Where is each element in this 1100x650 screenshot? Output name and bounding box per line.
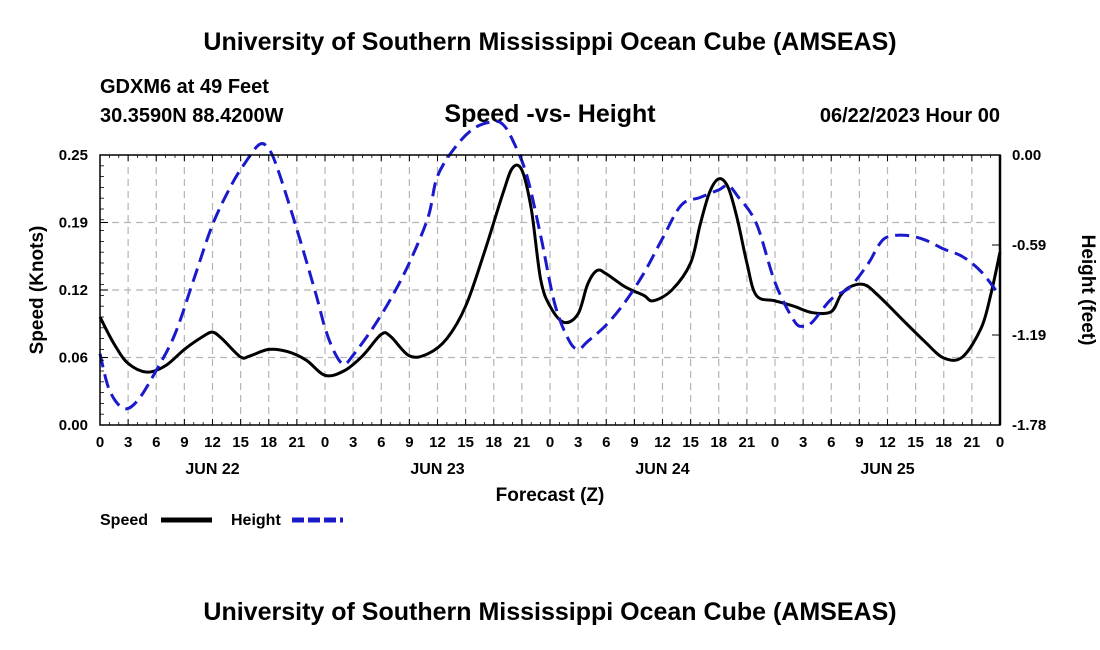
x-tick-label: 12 — [879, 434, 896, 451]
x-tick-label: 3 — [349, 434, 357, 451]
x-tick-label: 6 — [377, 434, 385, 451]
y2-tick-label: -0.59 — [1012, 237, 1046, 254]
day-label: JUN 24 — [635, 461, 689, 478]
y-tick-label: 0.25 — [59, 147, 88, 164]
x-tick-label: 0 — [321, 434, 329, 451]
x-tick-label: 9 — [180, 434, 188, 451]
y-tick-label: 0.06 — [59, 350, 88, 367]
x-axis-title: Forecast (Z) — [496, 485, 605, 506]
series-line-speed — [98, 163, 1002, 378]
x-tick-label: 18 — [935, 434, 952, 451]
series-layer — [98, 119, 1002, 411]
x-tick-label: 12 — [429, 434, 446, 451]
x-tick-label: 15 — [682, 434, 699, 451]
legend-speed-label: Speed — [100, 512, 148, 529]
x-tick-label: 21 — [964, 434, 981, 451]
x-tick-label: 12 — [204, 434, 221, 451]
x-tick-label: 15 — [457, 434, 474, 451]
footer-title: University of Southern Mississippi Ocean… — [203, 598, 897, 626]
x-tick-label: 21 — [514, 434, 531, 451]
x-tick-label: 18 — [260, 434, 277, 451]
x-tick-label: 15 — [232, 434, 249, 451]
x-tick-label: 3 — [574, 434, 582, 451]
x-tick-label: 21 — [739, 434, 756, 451]
x-tick-label: 9 — [630, 434, 638, 451]
y-tick-label: 0.12 — [59, 282, 88, 299]
x-tick-label: 0 — [96, 434, 104, 451]
day-label: JUN 25 — [860, 461, 914, 478]
y2-tick-label: -1.19 — [1012, 327, 1046, 344]
x-tick-label: 12 — [654, 434, 671, 451]
x-tick-label: 0 — [546, 434, 554, 451]
y2-axis-title: Height (feet) — [1077, 235, 1098, 346]
day-label: JUN 22 — [185, 461, 239, 478]
legend-height-label: Height — [231, 512, 281, 529]
day-label: JUN 23 — [410, 461, 464, 478]
chart-title: University of Southern Mississippi Ocean… — [203, 28, 897, 56]
legend: Speed Height — [100, 512, 343, 529]
axes: 0 3 6 9 12 15 18 21 0 3 6 9 12 15 18 21 0 3 6 9 12 15 18 21 0 3 6 9… — [27, 147, 1098, 506]
y-tick-label: 0.19 — [59, 215, 88, 232]
x-tick-label: 0 — [996, 434, 1004, 451]
x-tick-label: 6 — [602, 434, 610, 451]
forecast-datestamp: 06/22/2023 Hour 00 — [819, 105, 1000, 127]
x-tick-label: 18 — [710, 434, 727, 451]
x-tick-label: 3 — [799, 434, 807, 451]
x-tick-label: 3 — [124, 434, 132, 451]
y-tick-label: 0.00 — [59, 417, 88, 434]
y2-tick-label: -1.78 — [1012, 417, 1046, 434]
x-tick-label: 6 — [827, 434, 835, 451]
series-line-height — [98, 119, 1002, 411]
station-coordinates: 30.3590N 88.4200W — [100, 105, 284, 127]
x-tick-label: 9 — [405, 434, 413, 451]
x-tick-label: 9 — [855, 434, 863, 451]
x-tick-label: 0 — [771, 434, 779, 451]
y2-tick-label: 0.00 — [1012, 147, 1041, 164]
x-tick-label: 6 — [152, 434, 160, 451]
y-axis-title: Speed (Knots) — [27, 226, 48, 355]
chart-subtitle: Speed -vs- Height — [444, 100, 656, 128]
x-tick-label: 21 — [289, 434, 306, 451]
x-tick-label: 18 — [485, 434, 502, 451]
station-label: GDXM6 at 49 Feet — [100, 76, 269, 98]
x-tick-label: 15 — [907, 434, 924, 451]
